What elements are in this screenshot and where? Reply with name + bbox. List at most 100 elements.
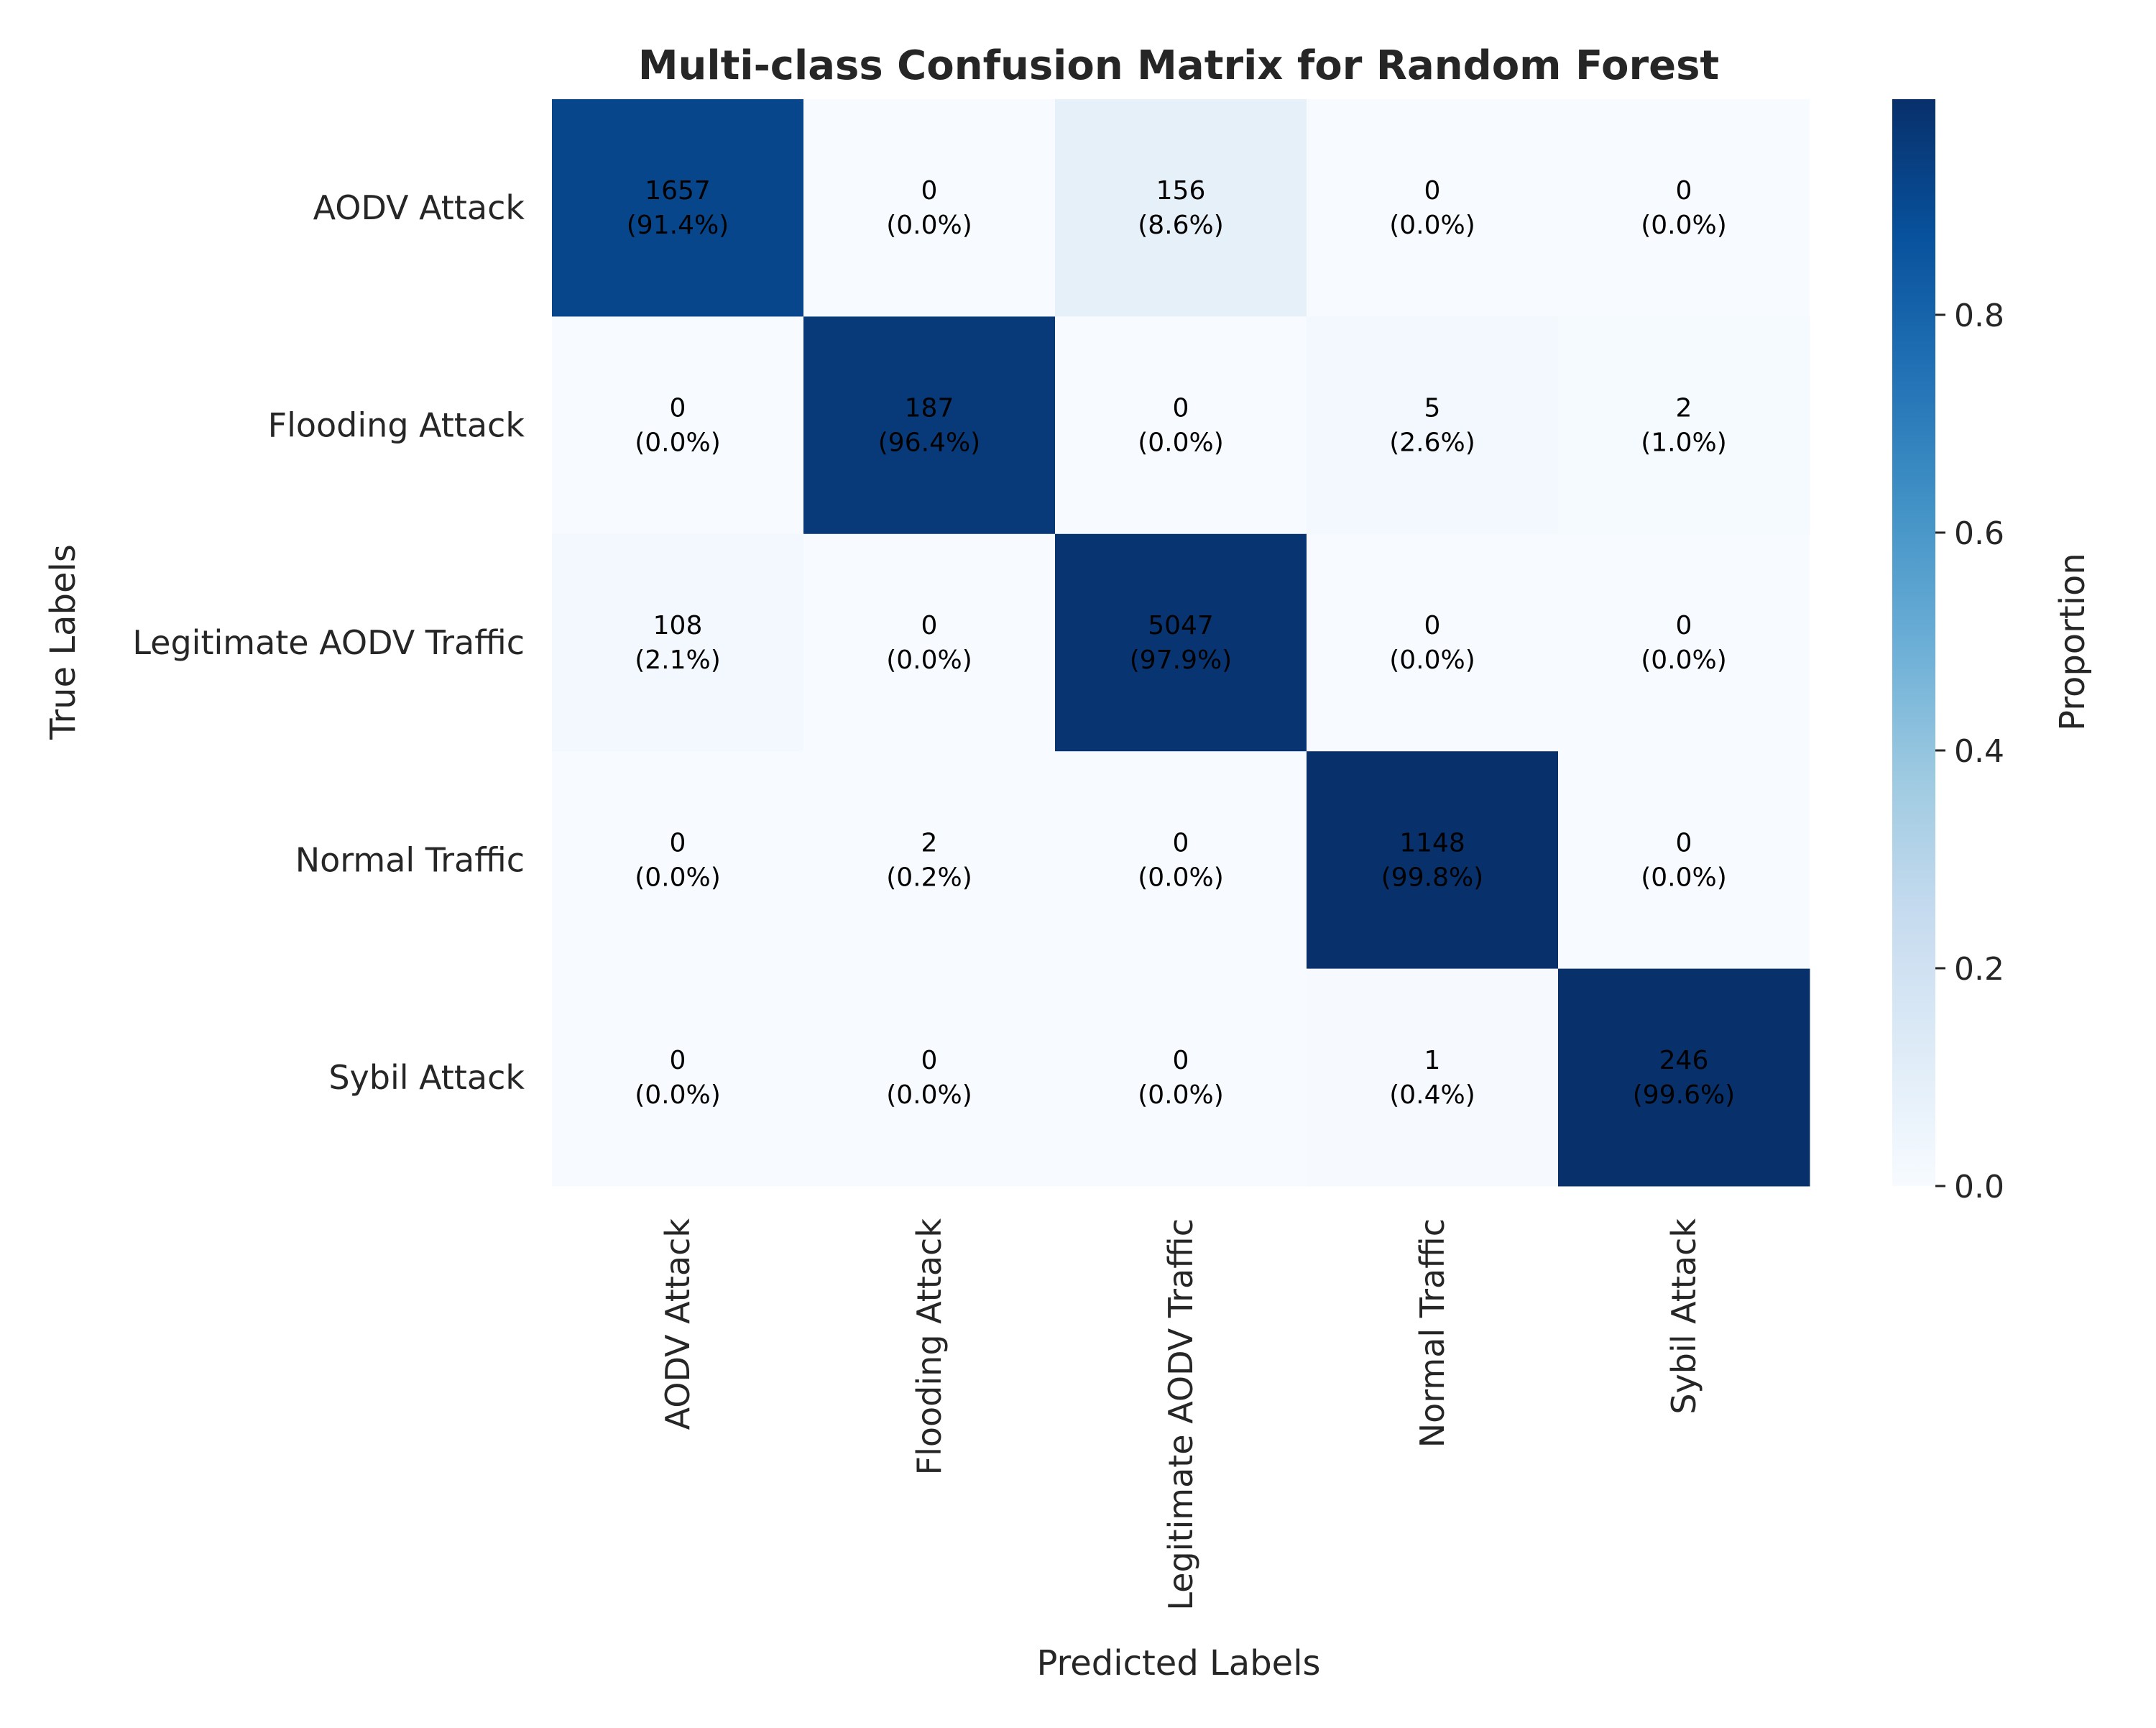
x-axis-label: Predicted Labels [1036,1643,1320,1683]
heatmap-cell [1055,316,1307,535]
cell-percent-label: (0.0%) [886,645,972,675]
x-tick-label: Normal Traffic [1413,1218,1452,1448]
cell-count-label: 0 [1424,611,1441,640]
cell-count-label: 0 [670,828,686,858]
x-tick-label: Flooding Attack [910,1218,949,1476]
heatmap-cell [1307,316,1559,535]
colorbar-label: Proportion [2053,553,2093,731]
cell-count-label: 0 [921,611,938,640]
y-tick-label: Normal Traffic [295,840,525,879]
cell-count-label: 0 [1676,611,1692,640]
heatmap-cell [552,968,804,1187]
cell-count-label: 0 [1173,828,1189,858]
heatmap-cell [1307,99,1559,317]
cell-annotations: 1657 (91.4%) 0 (0.0%) 156 (8.6%) 0 (0.0%) 0 (0.0%… [627,176,1735,1110]
cell-percent-label: (0.0%) [1389,645,1475,675]
cell-percent-label: (8.6%) [1138,211,1224,240]
x-tick-label: AODV Attack [658,1218,697,1430]
y-tick-label: Sybil Attack [328,1058,525,1097]
heatmap-cell [1055,99,1307,317]
x-tick-labels: AODV Attack Flooding Attack Legitimate AOD… [658,1218,1703,1611]
colorbar [1892,99,1935,1186]
heatmap-cell [1558,751,1810,970]
cell-count-label: 1657 [645,176,711,206]
y-tick-label: Flooding Attack [268,406,525,445]
heatmap-cell [803,751,1056,970]
heatmap-cell [552,316,804,535]
cell-count-label: 5 [1424,394,1441,423]
cell-count-label: 0 [921,1046,938,1075]
cell-count-label: 0 [670,1046,686,1075]
cell-percent-label: (0.0%) [1641,645,1727,675]
cell-percent-label: (0.0%) [886,1080,972,1110]
cell-count-label: 0 [1173,1046,1189,1075]
heatmap-cell [552,99,804,317]
colorbar-tick-label: 0.6 [1954,515,2004,552]
y-tick-label: AODV Attack [313,188,525,227]
heatmap-cell [1558,533,1810,752]
cell-percent-label: (91.4%) [627,211,729,240]
chart-title: Multi-class Confusion Matrix for Random … [638,42,1719,89]
cell-count-label: 1148 [1399,828,1465,858]
cell-count-label: 156 [1156,176,1206,206]
y-tick-labels: AODV Attack Flooding Attack Legitimate AOD… [132,188,525,1097]
heatmap-cell [1055,533,1307,752]
cell-count-label: 0 [1173,394,1189,423]
cell-count-label: 2 [1676,394,1692,423]
cell-percent-label: (0.0%) [635,428,721,458]
cell-count-label: 0 [1676,176,1692,206]
y-axis-label: True Labels [43,544,83,740]
y-tick-label: Legitimate AODV Traffic [132,623,525,662]
cell-count-label: 0 [921,176,938,206]
cell-percent-label: (0.0%) [1138,428,1224,458]
cell-percent-label: (0.0%) [1641,863,1727,892]
heatmap-cell [552,751,804,970]
colorbar-tick-label: 0.0 [1954,1169,2004,1205]
heatmap-cells [552,99,1810,1187]
cell-count-label: 5047 [1148,611,1214,640]
cell-count-label: 246 [1659,1046,1709,1075]
heatmap-cell [1307,968,1559,1187]
cell-percent-label: (99.8%) [1381,863,1483,892]
heatmap-cell [803,99,1056,317]
cell-percent-label: (0.0%) [886,211,972,240]
heatmap-cell [803,533,1056,752]
heatmap-cell [552,533,804,752]
heatmap-cell [1558,968,1810,1187]
cell-percent-label: (96.4%) [878,428,980,458]
cell-percent-label: (0.0%) [635,1080,721,1110]
heatmap-cell [1055,751,1307,970]
heatmap-cell [1307,751,1559,970]
cell-percent-label: (0.0%) [635,863,721,892]
colorbar-ticks: 0.0 0.2 0.4 0.6 0.8 [1935,298,2004,1205]
cell-percent-label: (0.2%) [886,863,972,892]
cell-percent-label: (0.4%) [1389,1080,1475,1110]
colorbar-tick-label: 0.2 [1954,951,2004,988]
cell-percent-label: (0.0%) [1641,211,1727,240]
heatmap-cell [803,316,1056,535]
cell-percent-label: (2.6%) [1389,428,1475,458]
heatmap-cell [1055,968,1307,1187]
cell-percent-label: (97.9%) [1130,645,1232,675]
cell-count-label: 1 [1424,1046,1441,1075]
colorbar-tick-label: 0.8 [1954,298,2004,334]
cell-percent-label: (0.0%) [1138,1080,1224,1110]
x-tick-label: Sybil Attack [1664,1218,1703,1415]
cell-count-label: 0 [670,394,686,423]
cell-percent-label: (1.0%) [1641,428,1727,458]
heatmap-cell [803,968,1056,1187]
cell-count-label: 108 [653,611,703,640]
cell-percent-label: (2.1%) [635,645,721,675]
cell-count-label: 187 [905,394,954,423]
cell-count-label: 0 [1424,176,1441,206]
cell-count-label: 0 [1676,828,1692,858]
x-tick-label: Legitimate AODV Traffic [1161,1218,1200,1611]
heatmap-cell [1558,316,1810,535]
heatmap-cell [1558,99,1810,317]
cell-percent-label: (99.6%) [1633,1080,1735,1110]
cell-count-label: 2 [921,828,938,858]
colorbar-tick-label: 0.4 [1954,733,2004,770]
heatmap-cell [1307,533,1559,752]
cell-percent-label: (0.0%) [1138,863,1224,892]
